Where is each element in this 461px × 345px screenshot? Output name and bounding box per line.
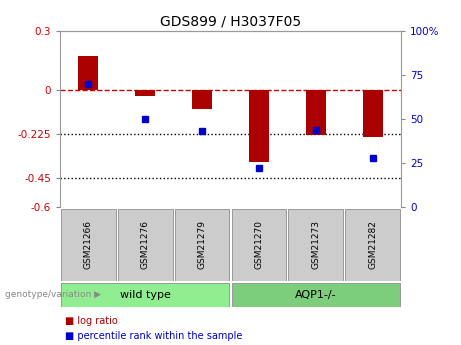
Bar [61,209,116,281]
Text: GSM21266: GSM21266 [84,220,93,269]
Bar [306,90,326,135]
Bar [135,90,155,96]
Title: GDS899 / H3037F05: GDS899 / H3037F05 [160,14,301,29]
Bar [289,209,343,281]
Bar [249,90,269,162]
Text: GSM21282: GSM21282 [368,220,377,269]
Bar [231,283,400,307]
Bar [118,209,172,281]
Bar [61,283,230,307]
Bar [231,209,286,281]
Text: GSM21273: GSM21273 [311,220,320,269]
Text: AQP1-/-: AQP1-/- [295,290,337,300]
Bar [175,209,230,281]
Text: GSM21279: GSM21279 [198,220,207,269]
Bar [78,57,98,90]
Text: wild type: wild type [120,290,171,300]
Bar [363,90,383,137]
Text: ■ percentile rank within the sample: ■ percentile rank within the sample [65,332,242,341]
Text: GSM21270: GSM21270 [254,220,263,269]
Bar [192,90,212,109]
Bar [345,209,400,281]
Text: GSM21276: GSM21276 [141,220,150,269]
Text: genotype/variation ▶: genotype/variation ▶ [5,290,100,299]
Text: ■ log ratio: ■ log ratio [65,316,117,326]
